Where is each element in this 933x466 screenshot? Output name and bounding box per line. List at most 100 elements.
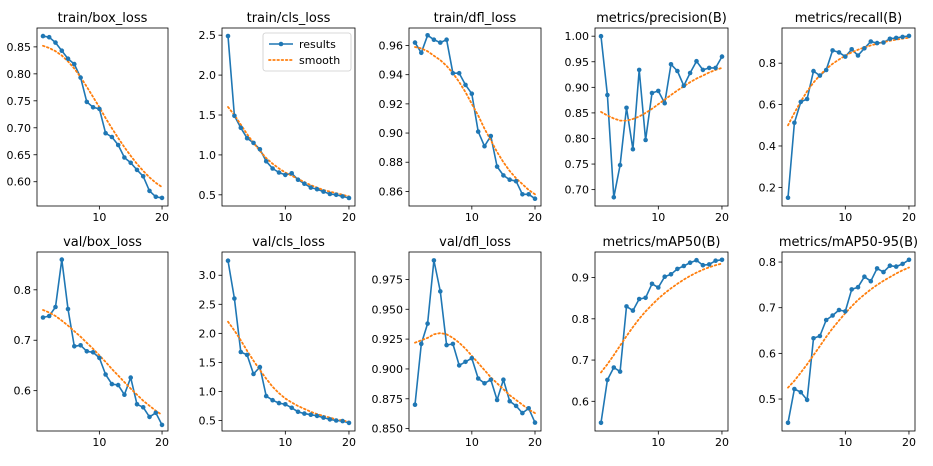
results-point <box>419 341 424 347</box>
x-tick-label: 20 <box>528 211 542 224</box>
x-tick-label: 20 <box>902 436 916 449</box>
x-tick-label: 10 <box>92 211 106 224</box>
axes-frame <box>221 27 356 207</box>
results-point <box>244 135 250 141</box>
smooth-series-line <box>227 320 350 423</box>
results-point <box>140 405 146 410</box>
results-point <box>59 257 65 262</box>
results-point <box>482 143 487 149</box>
results-point <box>843 309 848 314</box>
results-point <box>444 37 449 42</box>
results-point <box>65 306 71 312</box>
results-point <box>881 269 886 275</box>
subplot-title: val/cls_loss <box>252 235 325 250</box>
results-point <box>532 196 538 201</box>
results-point <box>159 422 165 428</box>
results-point <box>611 195 617 200</box>
results-point <box>115 382 121 388</box>
y-tick-label: 0.950 <box>372 303 404 316</box>
results-point <box>450 341 456 347</box>
legend-smooth-label: smooth <box>299 54 340 67</box>
results-point <box>694 257 699 263</box>
subplot-metrics-recall-b: metrics/recall(B) 10 20 0.2 0.4 0.6 0.8 <box>759 11 916 224</box>
results-point <box>700 67 706 73</box>
results-point <box>431 258 437 263</box>
x-tick-label: 10 <box>651 211 665 224</box>
results-point <box>263 393 269 399</box>
results-point <box>333 192 339 198</box>
results-point <box>103 130 108 136</box>
results-point <box>817 73 823 78</box>
legend: results smooth <box>262 32 352 72</box>
results-point <box>283 172 288 178</box>
y-tick-label: 0.5 <box>199 415 217 428</box>
results-point <box>295 409 301 415</box>
x-tick-label: 20 <box>528 436 542 449</box>
results-point <box>302 181 307 186</box>
results-point <box>656 285 661 290</box>
results-point <box>263 159 269 164</box>
results-point <box>649 90 655 96</box>
results-point <box>475 376 481 381</box>
results-point <box>276 170 282 175</box>
results-point <box>115 142 121 148</box>
smooth-series-line <box>414 46 536 196</box>
results-point <box>72 344 77 349</box>
results-point <box>283 402 288 407</box>
results-point <box>868 278 874 284</box>
results-point <box>40 315 46 320</box>
x-tick-label: 20 <box>902 211 916 224</box>
results-point <box>109 134 115 140</box>
results-point <box>881 40 886 45</box>
results-point <box>46 34 52 40</box>
y-tick-label: 0.60 <box>7 176 32 189</box>
results-point <box>97 355 102 361</box>
y-tick-label: 0.7 <box>572 354 590 367</box>
results-point <box>611 365 617 370</box>
x-tick-label: 10 <box>838 211 852 224</box>
results-point <box>450 70 456 76</box>
results-point <box>830 313 835 318</box>
results-point <box>412 40 418 45</box>
results-point <box>636 67 642 73</box>
y-tick-label: 0.80 <box>7 68 32 81</box>
y-tick-label: 0.6 <box>572 395 590 408</box>
results-point <box>900 34 905 40</box>
results-point <box>656 88 661 94</box>
results-point <box>140 174 146 179</box>
results-point <box>412 402 418 408</box>
results-point <box>823 67 829 73</box>
results-point <box>643 295 648 301</box>
x-tick-label: 20 <box>715 436 729 449</box>
y-tick-label: 0.975 <box>372 273 404 286</box>
results-point <box>675 266 680 272</box>
results-point <box>46 313 52 319</box>
axes-frame <box>221 251 356 432</box>
x-tick-label: 20 <box>342 436 356 449</box>
results-point <box>488 377 494 383</box>
y-tick-label: 0.90 <box>565 81 590 94</box>
results-point <box>849 287 854 292</box>
y-tick-label: 0.8 <box>572 313 590 326</box>
results-point <box>900 261 905 267</box>
results-point <box>624 304 629 309</box>
results-point <box>270 397 275 403</box>
x-tick-label: 10 <box>465 211 479 224</box>
results-point <box>84 99 90 105</box>
results-point <box>785 420 791 426</box>
y-tick-label: 0.925 <box>372 333 404 346</box>
x-tick-label: 20 <box>715 211 729 224</box>
results-point <box>438 289 443 294</box>
results-point <box>507 177 512 182</box>
results-point <box>40 33 46 39</box>
results-point <box>456 363 462 368</box>
legend-results-marker <box>278 41 284 47</box>
results-point <box>251 371 256 377</box>
y-tick-label: 0.5 <box>759 393 777 406</box>
y-tick-label: 0.94 <box>379 69 404 82</box>
results-point <box>314 413 320 419</box>
y-tick-label: 0.8 <box>14 284 32 297</box>
results-point <box>346 420 352 426</box>
